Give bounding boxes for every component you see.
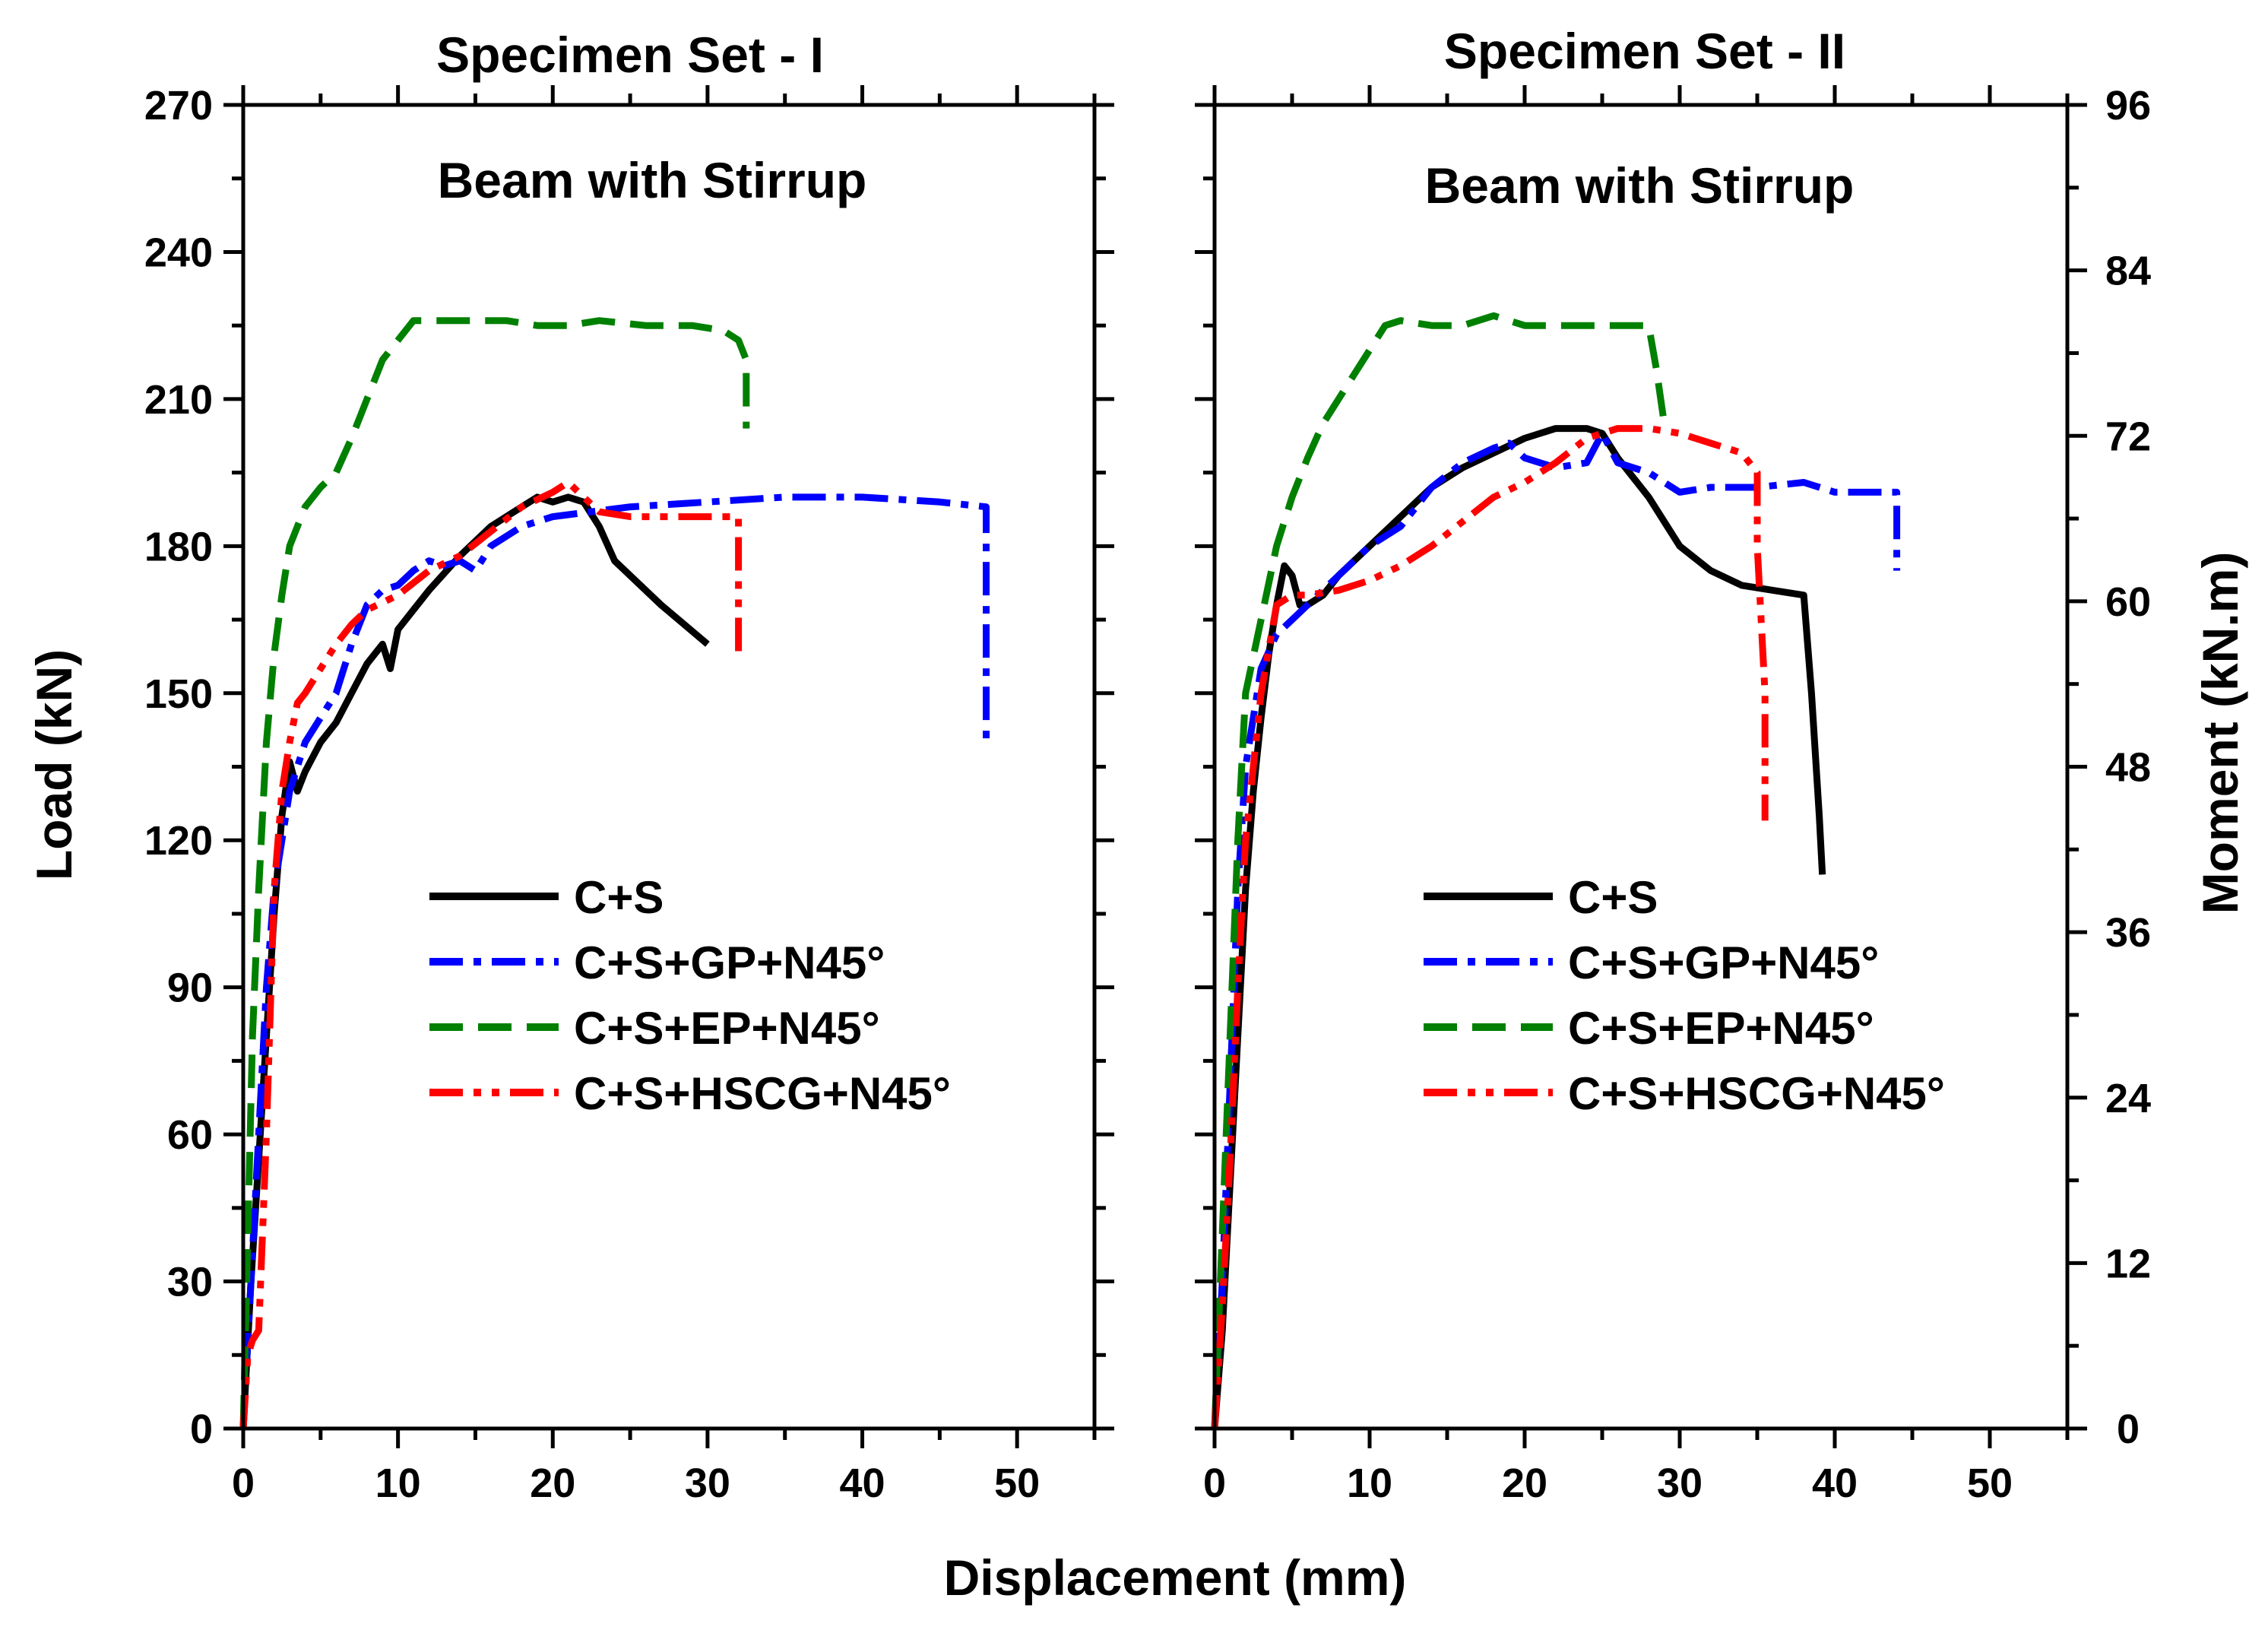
- x-tick-label: 10: [375, 1460, 421, 1506]
- series-line-c-s: [1211, 425, 1826, 1429]
- y-tick-label: 150: [144, 671, 213, 717]
- y-tick-label-right: 84: [2105, 249, 2151, 294]
- series-line-c-s-hscg-n45: [239, 479, 743, 1429]
- series-line-c-s-ep-n45: [239, 317, 750, 1429]
- x-tick-label: 40: [1812, 1460, 1858, 1506]
- chart-subtitle: Beam with Stirrup: [1425, 157, 1855, 214]
- x-tick-label: 30: [1657, 1460, 1703, 1506]
- panel-specimen-set-i: Specimen Set - I Beam with Stirrup 0 10 20…: [144, 27, 1114, 1506]
- y-tick-label-right: 12: [2105, 1241, 2151, 1286]
- x-tick-label: 50: [1967, 1460, 2013, 1506]
- y-tick-label: 30: [167, 1260, 213, 1305]
- legend-label-c-s-gp-n45: C+S+GP+N45°: [574, 937, 885, 988]
- x-tick-label: 0: [232, 1460, 255, 1506]
- y-tick-label-right: 36: [2105, 910, 2151, 956]
- legend-label-c-s-hscg-n45: C+S+HSCG+N45°: [1568, 1068, 1945, 1119]
- series-line-c-s-ep-n45: [1211, 312, 1668, 1429]
- legend-label-c-s-ep-n45: C+S+EP+N45°: [574, 1003, 880, 1054]
- y-tick-label-right: 24: [2105, 1076, 2151, 1121]
- y-tick-label: 0: [190, 1406, 213, 1452]
- x-tick-label: 0: [1203, 1460, 1226, 1506]
- panel-specimen-set-ii: Specimen Set - II Beam with Stirrup 0 10 2…: [1195, 23, 2151, 1506]
- legend-label-c-s: C+S: [1568, 872, 1658, 923]
- x-tick-label: 10: [1347, 1460, 1392, 1506]
- legend-label-c-s-gp-n45: C+S+GP+N45°: [1568, 937, 1879, 988]
- legend: C+S C+S+GP+N45° C+S+EP+N45° C+S+HSCG+N45°: [1424, 872, 1945, 1119]
- y-tick-label: 90: [167, 966, 213, 1011]
- legend: C+S C+S+GP+N45° C+S+EP+N45° C+S+HSCG+N45°: [429, 872, 951, 1119]
- ticks-layer: 0 10 20 30 40 50 0 30 60 90 120 150 180 210 240 270: [144, 83, 1114, 1506]
- series-line-c-s-gp-n45: [1211, 430, 1901, 1429]
- chart-subtitle: Beam with Stirrup: [438, 152, 867, 208]
- y-axis-label-right: Moment (kN.m): [2192, 552, 2248, 915]
- series-layer: [1211, 312, 1901, 1429]
- ticks-layer: 0 10 20 30 40 50 0 12 24 36 48 60 72 84 96: [1195, 83, 2151, 1506]
- y-tick-label: 60: [167, 1112, 213, 1158]
- legend-label-c-s: C+S: [574, 872, 664, 923]
- y-tick-label: 240: [144, 230, 213, 275]
- series-layer: [239, 317, 990, 1429]
- series-line-c-s-hscg-n45: [1211, 425, 1769, 1429]
- plot-frame: [241, 103, 1097, 1431]
- y-tick-label-right: 60: [2105, 579, 2151, 625]
- x-tick-label: 30: [685, 1460, 730, 1506]
- y-tick-label-right: 96: [2105, 83, 2151, 128]
- x-tick-label: 40: [840, 1460, 885, 1506]
- x-tick-label: 50: [994, 1460, 1040, 1506]
- y-tick-label: 210: [144, 377, 213, 423]
- x-tick-label: 20: [530, 1460, 575, 1506]
- legend-label-c-s-hscg-n45: C+S+HSCG+N45°: [574, 1068, 951, 1119]
- x-tick-label: 20: [1502, 1460, 1547, 1506]
- plot-frame: [1212, 103, 2070, 1431]
- chart-title: Specimen Set - I: [436, 27, 824, 83]
- y-axis-label: Load (kN): [26, 649, 82, 880]
- y-tick-label: 270: [144, 83, 213, 128]
- y-tick-label-right: 72: [2105, 414, 2151, 459]
- x-axis-label: Displacement (mm): [944, 1549, 1407, 1606]
- y-tick-label-right: 0: [2117, 1406, 2140, 1452]
- legend-label-c-s-ep-n45: C+S+EP+N45°: [1568, 1003, 1874, 1054]
- y-tick-label-right: 48: [2105, 745, 2151, 791]
- y-tick-label: 180: [144, 524, 213, 569]
- y-tick-label: 120: [144, 818, 213, 864]
- chart-title: Specimen Set - II: [1444, 23, 1845, 79]
